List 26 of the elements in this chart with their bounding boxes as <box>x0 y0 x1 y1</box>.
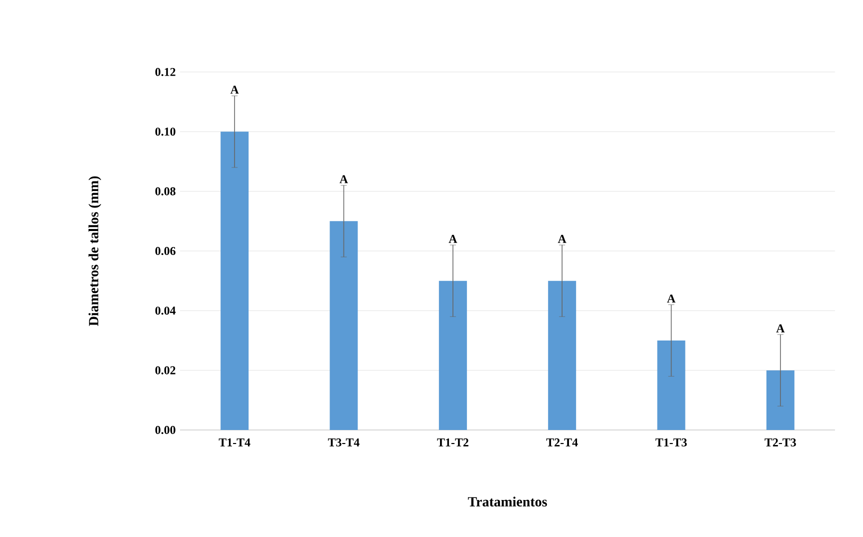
bar <box>330 221 358 430</box>
x-tick-label: T1-T4 <box>218 438 250 446</box>
annotation: A <box>230 86 239 94</box>
x-tick-label: T1-T3 <box>656 438 687 446</box>
annotation: A <box>448 234 458 243</box>
x-tick-label: T1-T2 <box>437 438 468 446</box>
x-tick-label: T2-T3 <box>764 438 796 446</box>
annotation: A <box>776 324 785 332</box>
x-axis-title: Tratamientos <box>468 496 547 506</box>
annotation: A <box>340 175 348 184</box>
y-tick-label: 0.08 <box>155 187 176 196</box>
bar <box>220 132 249 430</box>
y-tick-label: 0.02 <box>155 366 176 374</box>
y-tick-label: 0.10 <box>155 128 176 136</box>
y-tick-label: 0.06 <box>155 246 176 256</box>
x-tick-label: T3-T4 <box>328 438 360 446</box>
annotation: A <box>558 234 566 243</box>
x-tick-label: T2-T4 <box>546 438 578 446</box>
bar <box>548 280 576 430</box>
bar <box>438 280 467 430</box>
annotation: A <box>667 294 676 302</box>
y-axis-title: Diametros de tallos (mm) <box>88 176 102 326</box>
y-tick-label: 0.04 <box>155 306 176 315</box>
bar <box>657 340 686 430</box>
y-tick-label: 0.00 <box>155 426 176 434</box>
y-tick-label: 0.12 <box>155 68 176 76</box>
